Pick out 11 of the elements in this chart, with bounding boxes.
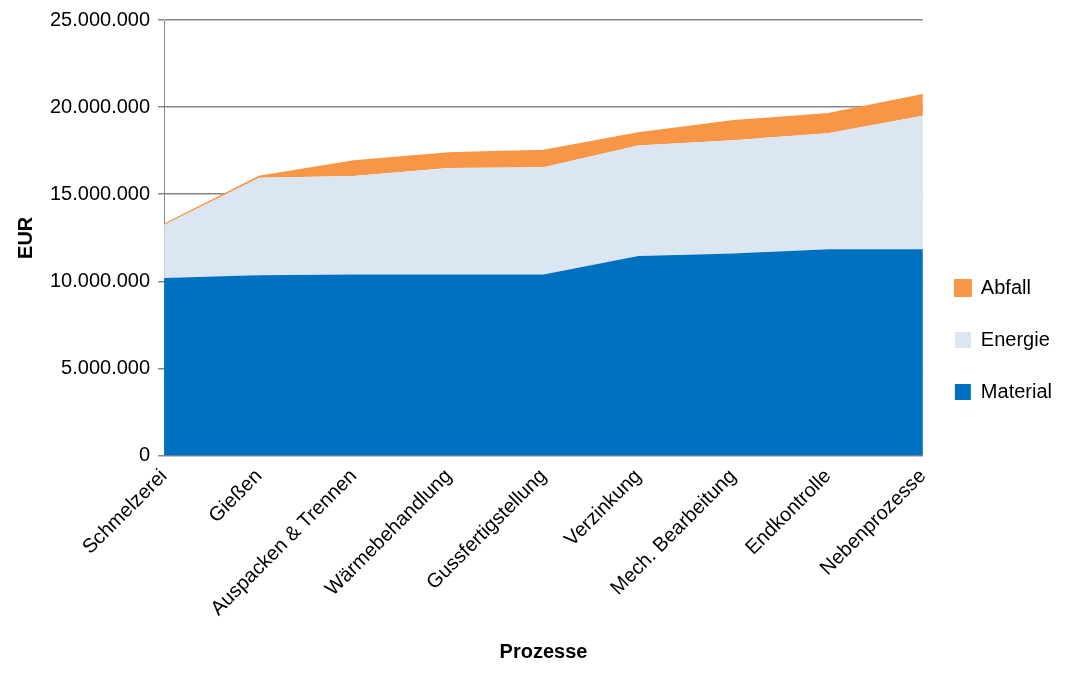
y-tick-label: 10.000.000 <box>49 268 151 291</box>
legend-label: Material <box>980 379 1053 402</box>
y-tick-label: 0 <box>138 443 151 466</box>
y-tick-label: 25.000.000 <box>49 7 151 30</box>
legend-label: Energie <box>980 327 1050 350</box>
y-axis-title: EUR <box>13 216 36 259</box>
y-tick-label: 20.000.000 <box>49 94 151 117</box>
y-tick-label: 15.000.000 <box>49 181 151 204</box>
legend-label: Abfall <box>980 275 1031 298</box>
x-axis-title: Prozesse <box>499 639 588 662</box>
y-tick-label: 5.000.000 <box>61 356 151 379</box>
